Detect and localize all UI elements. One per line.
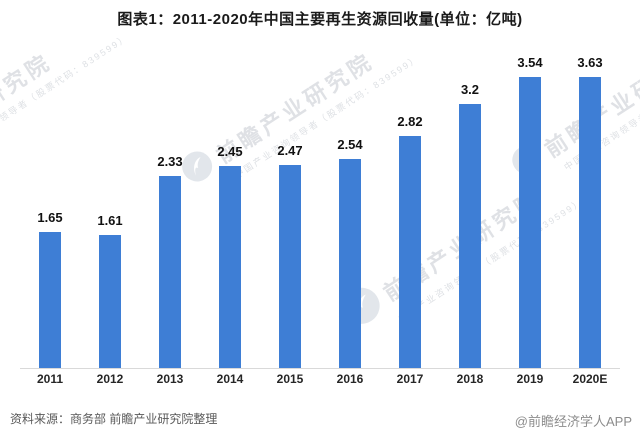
bar-value-label: 2.47 <box>277 142 303 158</box>
x-tick-label: 2014 <box>216 372 244 386</box>
bar-column: 3.54 <box>500 55 560 368</box>
x-axis-tick-row: 2011 2012 2013 2014 2015 2016 2017 2018 2019 2020… <box>20 372 620 386</box>
bar-value-label: 3.63 <box>577 55 603 70</box>
bar-value-label: 2.54 <box>337 136 363 152</box>
bar-value-label: 3.2 <box>460 82 480 98</box>
bar <box>579 77 601 368</box>
bar <box>339 158 361 368</box>
x-tick-label: 2016 <box>336 372 364 386</box>
bar <box>279 164 301 368</box>
x-tick-label: 2011 <box>36 372 64 386</box>
bar <box>159 176 181 368</box>
bar-value-label: 1.61 <box>97 213 123 229</box>
bar-value-label: 2.33 <box>157 154 183 170</box>
x-tick-label: 2018 <box>456 372 484 386</box>
bar-column: 3.2 <box>440 55 500 368</box>
chart-title: 图表1：2011-2020年中国主要再生资源回收量(单位：亿吨) <box>117 11 523 28</box>
bar-column: 2.45 <box>200 55 260 368</box>
bar-value-label: 3.54 <box>517 55 543 70</box>
bar <box>219 166 241 368</box>
x-tick-label: 2020E <box>572 372 608 386</box>
bar-column: 2.47 <box>260 55 320 368</box>
credit-note: @前瞻经济学人APP <box>514 414 632 429</box>
bar <box>519 77 541 368</box>
bar-column: 2.82 <box>380 55 440 368</box>
bar-value-label: 1.65 <box>37 210 63 226</box>
bar-value-label: 2.82 <box>397 113 423 129</box>
bar <box>99 235 121 368</box>
bar-chart-plot-area: 1.65 1.61 2.33 2.45 2.47 2.54 2.82 3.2 3.54 3.63 <box>20 55 620 369</box>
x-tick-label: 2012 <box>96 372 124 386</box>
x-tick-label: 2015 <box>276 372 304 386</box>
bar-column: 2.33 <box>140 55 200 368</box>
bar-value-label: 2.45 <box>217 144 243 160</box>
x-tick-label: 2013 <box>156 372 184 386</box>
source-note: 资料来源：商务部 前瞻产业研究院整理 <box>10 412 218 426</box>
x-tick-label: 2017 <box>396 372 424 386</box>
bar-column: 1.61 <box>80 55 140 368</box>
bar-column: 3.63 <box>560 55 620 368</box>
bar <box>459 104 481 368</box>
bar-column: 2.54 <box>320 55 380 368</box>
bar-column: 1.65 <box>20 55 80 368</box>
bar <box>39 232 61 368</box>
bar <box>399 135 421 368</box>
x-tick-label: 2019 <box>516 372 544 386</box>
